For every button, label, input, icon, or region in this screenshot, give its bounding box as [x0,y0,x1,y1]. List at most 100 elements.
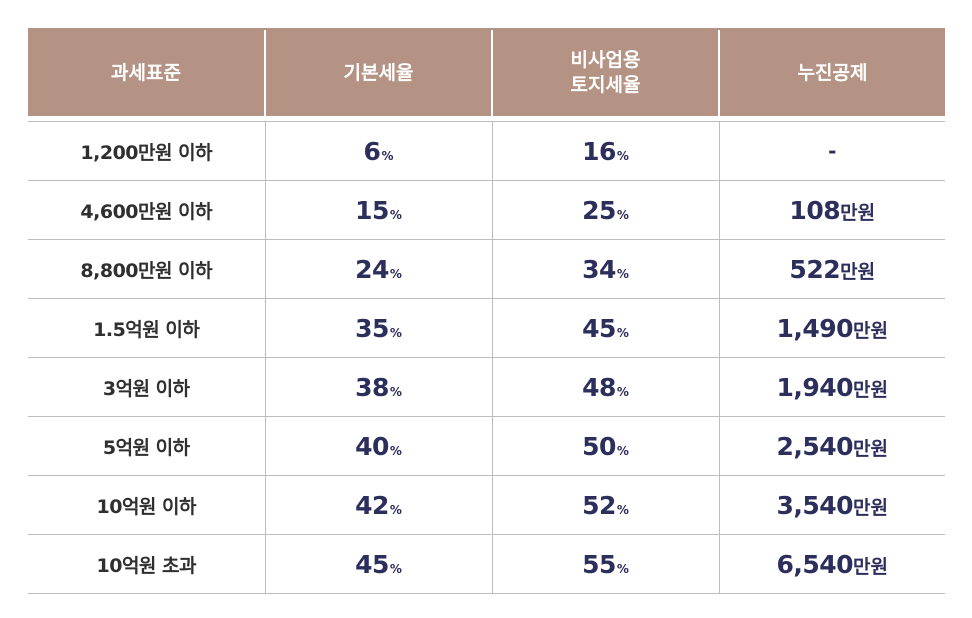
basic-rate-unit: % [389,561,402,576]
cell-basic-rate: 38% [264,357,492,417]
basic-rate-unit: % [381,148,394,163]
header-tax-base: 과세표준 [28,30,265,116]
table-row: 4,600만원 이하 15% 25% 108만원 [28,180,945,240]
deduction-value: - [828,139,837,163]
cell-deduction: - [718,121,945,181]
deduction-unit: 만원 [853,319,889,342]
table-row: 8,800만원 이하 24% 34% 522만원 [28,239,945,299]
top-rule [28,28,945,30]
nonbusiness-rate-unit: % [616,443,629,458]
basic-rate-value: 15 [355,195,389,225]
cell-tax-base: 10억원 초과 [28,534,265,594]
cell-tax-base: 1.5억원 이하 [28,298,265,358]
cell-nonbusiness-rate: 34% [491,239,719,299]
basic-rate-unit: % [389,443,402,458]
tax-base-label: 10억원 이하 [96,495,197,518]
nonbusiness-rate-unit: % [616,266,629,281]
cell-tax-base: 5억원 이하 [28,416,265,476]
cell-deduction: 2,540만원 [718,416,945,476]
basic-rate-unit: % [389,207,402,222]
tax-base-label: 1,200만원 이하 [80,141,213,164]
table-row: 10억원 이하 42% 52% 3,540만원 [28,475,945,535]
cell-nonbusiness-rate: 45% [491,298,719,358]
basic-rate-value: 24 [355,254,389,284]
cell-nonbusiness-rate: 25% [491,180,719,240]
cell-basic-rate: 24% [264,239,492,299]
basic-rate-value: 35 [355,313,389,343]
cell-basic-rate: 45% [264,534,492,594]
deduction-unit: 만원 [853,378,889,401]
tax-rate-table: 과세표준 기본세율 비사업용 토지세율 누진공제 1,200만원 이하 6% 16%… [28,30,945,594]
basic-rate-value: 45 [355,549,389,579]
tax-base-label: 4,600만원 이하 [80,200,213,223]
cell-tax-base: 1,200만원 이하 [28,121,265,181]
cell-deduction: 108만원 [718,180,945,240]
nonbusiness-rate-value: 50 [582,431,616,461]
header-nonbusiness-line2: 토지세율 [570,74,641,96]
basic-rate-unit: % [389,266,402,281]
table-body: 1,200만원 이하 6% 16% -4,600만원 이하 15% 25% 108만원 8,8… [28,121,945,594]
tax-base-label: 5억원 이하 [102,436,190,459]
tax-base-label: 10억원 초과 [96,554,197,577]
tax-base-label: 3억원 이하 [102,377,190,400]
nonbusiness-rate-value: 34 [582,254,616,284]
cell-deduction: 3,540만원 [718,475,945,535]
cell-deduction: 1,490만원 [718,298,945,358]
table-row: 5억원 이하 40% 50% 2,540만원 [28,416,945,476]
deduction-value: 6,540 [776,549,854,579]
nonbusiness-rate-unit: % [616,384,629,399]
basic-rate-value: 6 [363,136,381,166]
basic-rate-value: 38 [355,372,389,402]
header-nonbusiness-land-rate: 비사업용 토지세율 [491,30,719,116]
cell-basic-rate: 15% [264,180,492,240]
nonbusiness-rate-value: 45 [582,313,616,343]
cell-tax-base: 4,600만원 이하 [28,180,265,240]
deduction-unit: 만원 [840,201,876,224]
deduction-value: 108 [789,195,841,225]
deduction-value: 1,490 [776,313,854,343]
cell-deduction: 522만원 [718,239,945,299]
nonbusiness-rate-value: 52 [582,490,616,520]
nonbusiness-rate-unit: % [616,325,629,340]
cell-basic-rate: 42% [264,475,492,535]
tax-base-label: 8,800만원 이하 [80,259,213,282]
cell-basic-rate: 40% [264,416,492,476]
nonbusiness-rate-value: 25 [582,195,616,225]
header-progressive-deduction: 누진공제 [718,30,945,116]
nonbusiness-rate-unit: % [616,207,629,222]
deduction-unit: 만원 [840,260,876,283]
deduction-value: 522 [789,254,841,284]
nonbusiness-rate-value: 48 [582,372,616,402]
nonbusiness-rate-unit: % [616,148,629,163]
basic-rate-value: 42 [355,490,389,520]
nonbusiness-rate-value: 16 [582,136,616,166]
basic-rate-unit: % [389,384,402,399]
basic-rate-unit: % [389,325,402,340]
deduction-unit: 만원 [853,496,889,519]
cell-basic-rate: 6% [264,121,492,181]
cell-nonbusiness-rate: 16% [491,121,719,181]
table-row: 1.5억원 이하 35% 45% 1,490만원 [28,298,945,358]
nonbusiness-rate-unit: % [616,561,629,576]
table-header: 과세표준 기본세율 비사업용 토지세율 누진공제 [28,30,945,122]
table-row: 3억원 이하 38% 48% 1,940만원 [28,357,945,417]
tax-base-label: 1.5억원 이하 [93,318,200,341]
table-row: 1,200만원 이하 6% 16% - [28,121,945,181]
basic-rate-unit: % [389,502,402,517]
table-row: 10억원 초과 45% 55% 6,540만원 [28,534,945,594]
deduction-value: 2,540 [776,431,854,461]
nonbusiness-rate-unit: % [616,502,629,517]
deduction-value: 1,940 [776,372,854,402]
cell-nonbusiness-rate: 50% [491,416,719,476]
tax-rate-table-container: 과세표준 기본세율 비사업용 토지세율 누진공제 1,200만원 이하 6% 16%… [28,28,945,594]
cell-nonbusiness-rate: 48% [491,357,719,417]
deduction-unit: 만원 [853,437,889,460]
basic-rate-value: 40 [355,431,389,461]
cell-nonbusiness-rate: 52% [491,475,719,535]
header-nonbusiness-line1: 비사업용 [570,49,641,71]
deduction-value: 3,540 [776,490,854,520]
header-basic-rate: 기본세율 [264,30,492,116]
cell-deduction: 6,540만원 [718,534,945,594]
nonbusiness-rate-value: 55 [582,549,616,579]
cell-tax-base: 8,800만원 이하 [28,239,265,299]
